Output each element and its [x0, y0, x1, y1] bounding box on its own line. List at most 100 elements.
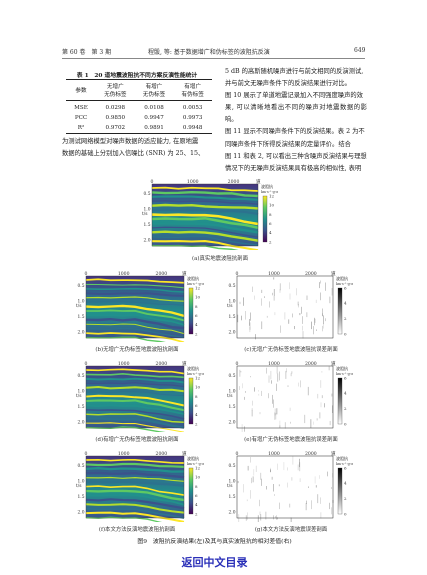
text-line: 图 10 展示了单道地震记录加入不同强度噪声的效	[225, 92, 363, 100]
colorbar-title: 波阻抗	[261, 183, 273, 189]
residual-mark	[252, 400, 253, 406]
layer-line	[85, 404, 185, 415]
layer-line	[151, 191, 259, 198]
residual-mark	[323, 315, 324, 325]
layer-line	[85, 467, 185, 473]
y-tick-label: 2.0	[229, 510, 236, 515]
residual-mark	[280, 325, 281, 333]
y-tick-label: 1.5	[229, 315, 236, 320]
y-tick-label: 0.5	[229, 284, 236, 289]
y-tick-label: 1.0	[229, 479, 236, 484]
plot-area	[85, 365, 185, 432]
residual-mark	[273, 515, 274, 520]
colorbar-title: 波阻抗	[336, 275, 348, 281]
impedance-section-b: 0 1000 2000 道 0.5 1.0 1.5 2.0 t/s 波阻抗km·s⁻¹·g·cm⁻…	[76, 270, 204, 342]
residual-mark	[279, 420, 281, 428]
x-tick-label: 1000	[118, 271, 130, 277]
back-to-contents-link[interactable]: 返回中文目录	[181, 556, 248, 569]
residual-mark	[249, 319, 250, 326]
colorbar-tick: 10	[195, 295, 201, 300]
residual-mark	[298, 304, 299, 308]
residual-mark	[313, 326, 314, 335]
layer-line	[85, 377, 185, 384]
figure-caption: 图9 波阻抗反演结果(左)及其与真实波阻抗的相对差值(右)	[137, 539, 292, 545]
residual-mark	[244, 396, 245, 400]
layer-line	[85, 385, 185, 393]
y-tick-label: 2.0	[229, 420, 236, 425]
running-title: 程骰, 等: 基于数据增广和伪标签的波阻抗反演	[148, 49, 270, 56]
layer-line	[85, 489, 185, 502]
residual-mark	[254, 295, 255, 300]
text-line: 果, 可以清晰地看出不同的噪声对地震数据的影响。	[225, 104, 367, 124]
colorbar-title: 波阻抗	[336, 455, 348, 461]
residual-mark	[331, 487, 332, 489]
colorbar-tick: 2	[344, 316, 347, 321]
residual-mark	[285, 370, 287, 379]
residual-mark	[275, 516, 277, 519]
layer-line	[85, 327, 185, 338]
residual-mark	[301, 306, 302, 314]
colorbar	[188, 287, 194, 335]
layer-line	[151, 235, 259, 246]
table-cell: 0.9702	[105, 124, 126, 131]
x-tick-label: 0	[236, 271, 239, 277]
residual-mark	[240, 371, 242, 373]
table-cell: 0.0108	[144, 104, 164, 111]
residual-mark	[265, 511, 267, 520]
residual-mark	[287, 385, 289, 387]
plot-area	[236, 455, 334, 522]
layer-line	[85, 394, 185, 407]
plot-area	[236, 365, 334, 432]
layer-line	[85, 287, 185, 293]
text-line: 图 11 显示不同噪声条件下的反演结果。表 2 为不	[225, 128, 365, 136]
residual-mark	[320, 402, 322, 408]
table-header-param: 参数	[75, 87, 87, 94]
layer-line	[85, 304, 185, 318]
colorbar-unit: km·s⁻¹·g·cm⁻³	[261, 190, 278, 194]
table-row: MSE 0.0298 0.0108 0.0053	[66, 103, 212, 113]
y-tick-label: 1.5	[144, 223, 151, 228]
colorbar	[337, 467, 343, 515]
y-tick-label: 1.5	[78, 495, 85, 500]
layer-line	[151, 240, 259, 250]
residual-mark	[279, 283, 281, 291]
table-cell: 0.9891	[144, 124, 164, 131]
residual-mark	[299, 462, 301, 472]
residual-mark	[239, 386, 240, 390]
x-tick-label: 0	[151, 179, 154, 185]
residual-mark	[276, 408, 278, 415]
colorbar-title: 波阻抗	[187, 455, 199, 461]
y-tick-label: 1.0	[78, 389, 85, 394]
colorbar-unit: km·s⁻¹·g·cm⁻³	[336, 462, 353, 466]
layer-line	[85, 332, 185, 342]
colorbar-tick: 6	[195, 493, 198, 498]
colorbar-tick: 12	[195, 465, 201, 470]
table-header-col3: 有增广 有伪标签	[173, 80, 212, 100]
residual-mark	[323, 323, 324, 329]
residual-mark	[261, 289, 263, 293]
residual-mark	[276, 383, 277, 391]
x-tick-label: 1000	[268, 271, 280, 277]
table-cell: 0.9850	[105, 114, 126, 121]
x-tick-label: 0	[85, 361, 88, 367]
colorbar-tick: 2	[195, 421, 198, 426]
residual-mark	[331, 393, 333, 397]
residual-mark	[251, 408, 253, 411]
colorbar-tick: 2	[344, 496, 347, 501]
residual-mark	[273, 277, 275, 280]
residual-mark	[250, 312, 251, 321]
residual-mark	[314, 317, 315, 326]
residual-mark	[275, 413, 277, 420]
residual-mark	[289, 407, 291, 411]
colorbar-tick: 2	[344, 406, 347, 411]
residual-section-c: 0 1000 2000 道 0.5 1.0 1.5 2.0 t/s 波阻抗km·s⁻¹·g·cm⁻…	[227, 270, 353, 340]
colorbar	[188, 467, 194, 515]
colorbar	[188, 377, 194, 425]
residual-mark	[251, 409, 253, 417]
table-cell: 0.0053	[182, 104, 203, 111]
panel-b: 0 1000 2000 道 0.5 1.0 1.5 2.0 t/s 波阻抗km·s⁻¹·g·cm⁻…	[62, 262, 212, 354]
residual-mark	[320, 512, 322, 519]
residual-mark	[315, 485, 317, 488]
x-axis-unit: 道	[331, 270, 336, 277]
plot-area	[85, 455, 185, 522]
